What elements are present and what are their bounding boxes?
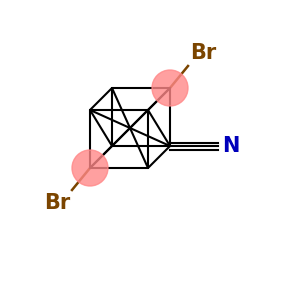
Text: Br: Br bbox=[190, 43, 216, 63]
Circle shape bbox=[152, 70, 188, 106]
Circle shape bbox=[72, 150, 108, 186]
Text: Br: Br bbox=[44, 193, 70, 213]
Text: N: N bbox=[222, 136, 239, 156]
